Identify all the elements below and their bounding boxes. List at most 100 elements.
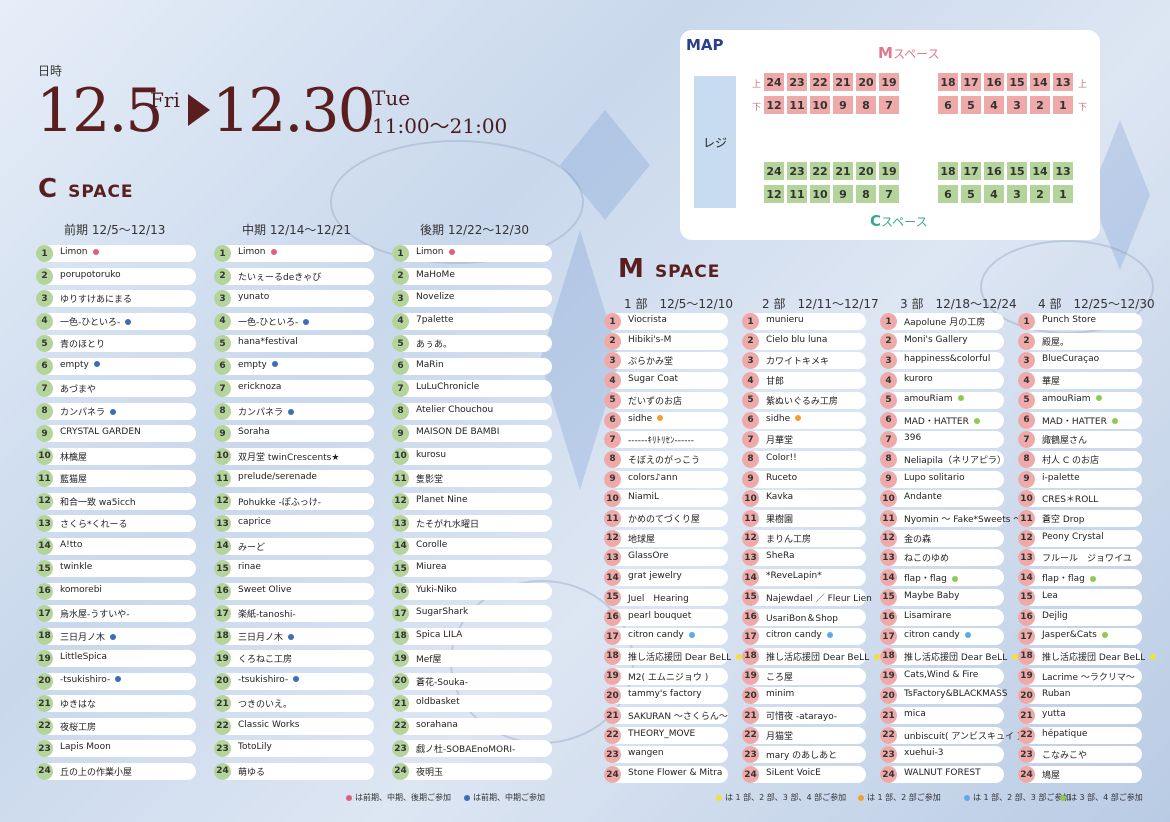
slot-number: 24 <box>214 762 231 780</box>
list-item: 15 Maybe Baby <box>880 588 1004 606</box>
shop-name: SheRa <box>766 551 795 561</box>
shop-name-text: カワイトキメキ <box>766 357 830 368</box>
shop-name-text: empty <box>60 359 89 370</box>
shop-name-text: twinkle <box>60 562 93 572</box>
shop-name: tammy's factory <box>628 689 702 699</box>
list-item: 15 Najewdael ／ Fleur Lien <box>742 588 872 606</box>
booth-cell: 1 <box>1053 185 1073 203</box>
date-label: 日時 <box>38 64 63 78</box>
slot-number: 9 <box>604 470 621 488</box>
shop-name-text: Hibiki's-M <box>628 334 672 345</box>
slot-number: 6 <box>1018 411 1035 429</box>
shop-name-text: MaHoMe <box>416 269 455 280</box>
slot-number: 12 <box>880 529 897 547</box>
shop-name-text: SiLent VoicE <box>766 768 821 779</box>
shop-name: 華屋 <box>1042 374 1060 387</box>
legend-text: は 3 部、4 部ご参加 <box>1069 793 1143 802</box>
list-item: 2 Cielo blu luna <box>742 332 866 350</box>
shop-name: empty <box>60 360 100 370</box>
slot-number: 6 <box>36 357 53 375</box>
slot-number: 19 <box>36 650 53 667</box>
shop-name: citron candy <box>628 630 695 640</box>
list-item: 15 twinkle <box>36 560 196 577</box>
shop-name: 蒼花-Souka- <box>416 675 468 688</box>
slot-number: 1 <box>214 245 231 262</box>
list-item: 16 Yuki-Niko <box>392 582 552 600</box>
list-item: 23 Lapis Moon <box>36 740 196 757</box>
participation-dot-icon <box>957 395 964 402</box>
slot-number: 1 <box>604 313 621 330</box>
list-item: 2 たいぇーるdeきゃび <box>214 267 374 285</box>
shop-name-text: Moni's Gallery <box>904 334 968 345</box>
booth-cell: 17 <box>961 162 981 180</box>
slot-number: 7 <box>392 380 409 397</box>
slot-number: 22 <box>604 726 621 744</box>
legend-text: は 1 部、2 部、3 部、4 部ご参加 <box>725 793 847 802</box>
start-date: 12.5 <box>36 76 164 146</box>
shop-name: Novelize <box>416 292 454 302</box>
list-item: 13 たそがれ水曜日 <box>392 515 552 532</box>
list-item: 6 empty <box>214 357 374 375</box>
shop-name-text: 三日月ノ木 <box>238 632 284 643</box>
list-item: 14 flap・flag <box>1018 569 1142 587</box>
list-item: 6 empty <box>36 357 196 375</box>
participation-dot-icon <box>795 415 802 421</box>
shop-name-text: 烏水屋-うすいや- <box>60 610 130 620</box>
shop-name-text: *ReveLapin* <box>766 571 822 582</box>
list-item: 7 ------ｷﾘﾄﾘｾﾝ------ <box>604 431 728 449</box>
participation-dot-icon <box>125 319 132 325</box>
shop-name-text: たいぇーるdeきゃび <box>238 272 322 283</box>
shop-name: 一色-ひといろ- <box>238 315 310 328</box>
booth-cell: 14 <box>1030 73 1050 91</box>
shop-name: BlueCuraçao <box>1042 354 1099 364</box>
participation-dot-icon <box>303 319 310 325</box>
slot-number: 20 <box>214 672 231 690</box>
shop-name-text: Yuki-Niko <box>416 584 457 595</box>
shop-name-text: pearl bouquet <box>628 610 692 621</box>
shop-name: あぅあ。 <box>416 337 452 350</box>
booth-cell: 5 <box>961 185 981 203</box>
slot-number: 13 <box>1018 549 1035 567</box>
list-item: 21 mica <box>880 707 1004 724</box>
slot-number: 4 <box>36 312 53 330</box>
shop-name: hana*festival <box>238 337 298 347</box>
shop-name-text: 推し活応援団 Dear BeLL <box>628 652 732 663</box>
list-item: 9 CRYSTAL GARDEN <box>36 425 196 442</box>
shop-name-text: 藍猫屋 <box>60 475 88 485</box>
slot-number: 24 <box>880 766 897 784</box>
c-space-title: C SPACE <box>38 174 134 204</box>
shop-name: Moni's Gallery <box>904 335 968 345</box>
list-item: 15 rinae <box>214 560 374 577</box>
list-item: 4 一色-ひといろ- <box>214 312 374 330</box>
slot-number: 22 <box>214 717 231 735</box>
list-item: 16 komorebi <box>36 582 196 600</box>
slot-number: 3 <box>36 290 53 307</box>
shop-name: 三日月ノ木 <box>60 630 117 643</box>
shop-name: ころ屋 <box>766 670 793 683</box>
shop-name-text: こなみこや <box>1042 751 1088 762</box>
shop-name-text: ------ｷﾘﾄﾘｾﾝ------ <box>628 436 694 447</box>
shop-name-text: flap・flag <box>904 574 947 585</box>
booth-cell: 9 <box>833 185 853 203</box>
slot-number: 11 <box>880 510 897 527</box>
list-item: 13 SheRa <box>742 549 866 567</box>
shop-name: Stone Flower & Mitra <box>628 768 722 778</box>
shop-name-text: A!tto <box>60 539 83 550</box>
legend-item: は 1 部、2 部ご参加 <box>858 792 941 803</box>
shop-name: まりん工房 <box>766 532 811 545</box>
slot-number: 9 <box>36 425 53 442</box>
list-item: 16 Lisamirare <box>880 608 1004 626</box>
period-header: 1 部 12/5〜12/10 <box>624 297 733 311</box>
shop-name: Juel Hearing <box>628 591 689 604</box>
shop-name: 鳩屋 <box>1042 768 1060 781</box>
shop-name: Sugar Coat <box>628 374 678 384</box>
shop-name-text: MAD・HATTER <box>904 416 969 427</box>
list-item: 1 Limon <box>214 245 374 262</box>
slot-number: 15 <box>214 560 231 577</box>
shop-name-text: Novelize <box>416 292 455 302</box>
slot-number: 12 <box>392 492 409 510</box>
list-item: 19 Lacrime 〜ラクリマ〜 <box>1018 667 1142 685</box>
list-item: 23 mary のあしあと <box>742 746 866 764</box>
shop-name: かめのてづくり屋 <box>628 512 700 525</box>
booth-cell: 2 <box>1030 185 1050 203</box>
